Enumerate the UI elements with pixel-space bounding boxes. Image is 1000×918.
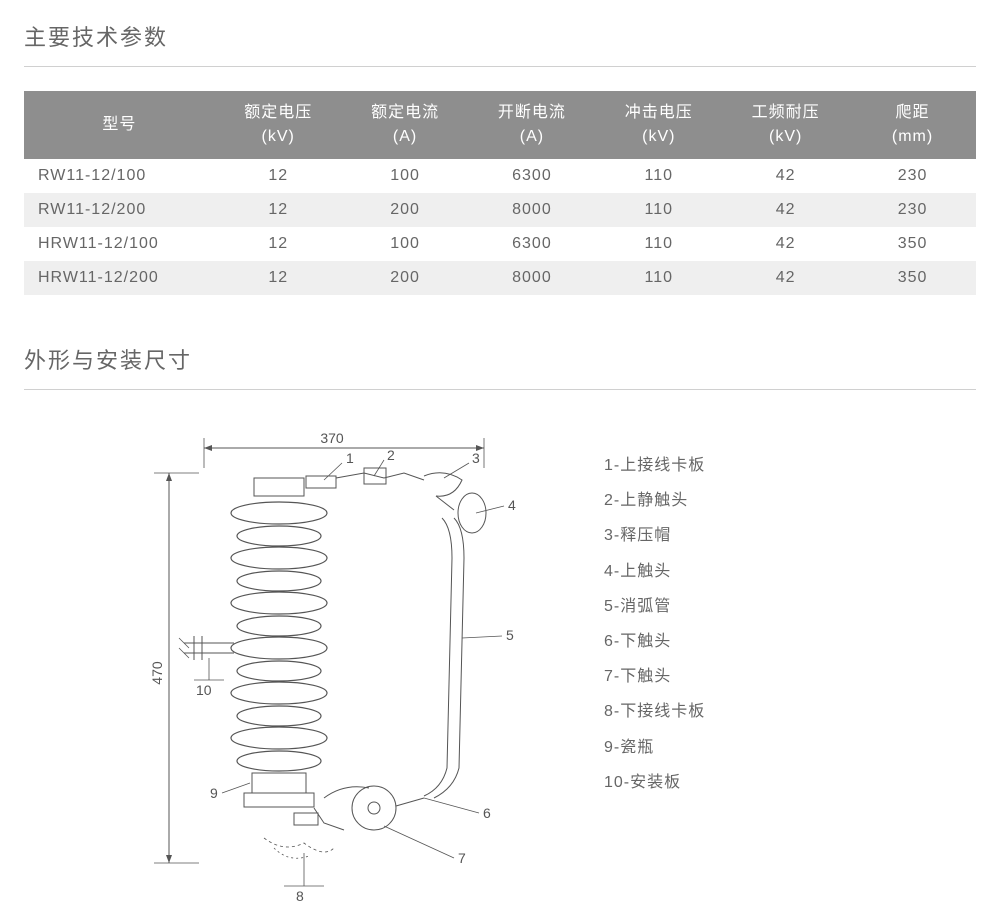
cell-model: RW11-12/100 (24, 159, 215, 193)
callout-7: 7 (458, 850, 466, 866)
cell-model: HRW11-12/200 (24, 261, 215, 295)
callout-2: 2 (387, 447, 395, 463)
table-header-row: 型号 额定电压(kV) 额定电流(A) 开断电流(A) 冲击电压(kV) 工频耐… (24, 91, 976, 159)
th-impulse-voltage: 冲击电压(kV) (595, 91, 722, 159)
cell: 8000 (469, 193, 596, 227)
fuse-tube-icon (424, 518, 464, 798)
callout-9: 9 (210, 785, 218, 801)
th-breaking-current: 开断电流(A) (469, 91, 596, 159)
section-title-specs: 主要技术参数 (24, 20, 976, 67)
base-icon (264, 838, 334, 858)
cell: 100 (342, 159, 469, 193)
dimension-diagram: 370 470 (24, 418, 584, 918)
th-model: 型号 (24, 91, 215, 159)
legend-item: 1-上接线卡板 (604, 448, 705, 483)
legend-item: 4-上触头 (604, 554, 705, 589)
cell: 6300 (469, 159, 596, 193)
cell: 12 (215, 193, 342, 227)
dim-height-label: 470 (149, 661, 165, 685)
legend-item: 8-下接线卡板 (604, 694, 705, 729)
legend-item: 7-下触头 (604, 659, 705, 694)
parts-legend: 1-上接线卡板 2-上静触头 3-释压帽 4-上触头 5-消弧管 6-下触头 7… (604, 448, 705, 800)
legend-item: 6-下触头 (604, 624, 705, 659)
callout-5: 5 (506, 627, 514, 643)
cell: 42 (722, 193, 849, 227)
cell: 8000 (469, 261, 596, 295)
th-power-freq: 工频耐压(kV) (722, 91, 849, 159)
dim-width-label: 370 (320, 430, 344, 446)
cell: 110 (595, 193, 722, 227)
cell: 6300 (469, 227, 596, 261)
cell: 110 (595, 261, 722, 295)
legend-item: 10-安装板 (604, 765, 705, 800)
cell: 350 (849, 261, 976, 295)
th-rated-current: 额定电流(A) (342, 91, 469, 159)
callout-6: 6 (483, 805, 491, 821)
callout-4: 4 (508, 497, 516, 513)
legend-item: 5-消弧管 (604, 589, 705, 624)
cell: 350 (849, 227, 976, 261)
cell: 200 (342, 193, 469, 227)
callout-1: 1 (346, 450, 354, 466)
cell: 12 (215, 261, 342, 295)
cell: 42 (722, 261, 849, 295)
table-row: RW11-12/200 12 200 8000 110 42 230 (24, 193, 976, 227)
th-rated-voltage: 额定电压(kV) (215, 91, 342, 159)
callout-3: 3 (472, 450, 480, 466)
callout-10: 10 (196, 682, 212, 698)
cell: 230 (849, 193, 976, 227)
insulator-icon (231, 478, 327, 807)
cell: 200 (342, 261, 469, 295)
cell: 110 (595, 159, 722, 193)
spec-table: 型号 额定电压(kV) 额定电流(A) 开断电流(A) 冲击电压(kV) 工频耐… (24, 91, 976, 295)
cell: 230 (849, 159, 976, 193)
th-creepage: 爬距(mm) (849, 91, 976, 159)
table-row: RW11-12/100 12 100 6300 110 42 230 (24, 159, 976, 193)
cell: 110 (595, 227, 722, 261)
legend-item: 9-瓷瓶 (604, 730, 705, 765)
cell: 42 (722, 227, 849, 261)
legend-item: 3-释压帽 (604, 518, 705, 553)
cell: 42 (722, 159, 849, 193)
mount-plate-icon (179, 636, 234, 660)
table-row: HRW11-12/100 12 100 6300 110 42 350 (24, 227, 976, 261)
upper-assembly-icon (306, 468, 486, 533)
table-row: HRW11-12/200 12 200 8000 110 42 350 (24, 261, 976, 295)
cell-model: HRW11-12/100 (24, 227, 215, 261)
cell-model: RW11-12/200 (24, 193, 215, 227)
cell: 12 (215, 227, 342, 261)
callout-8: 8 (296, 888, 304, 904)
legend-item: 2-上静触头 (604, 483, 705, 518)
section-title-dimensions: 外形与安装尺寸 (24, 343, 976, 390)
cell: 12 (215, 159, 342, 193)
cell: 100 (342, 227, 469, 261)
